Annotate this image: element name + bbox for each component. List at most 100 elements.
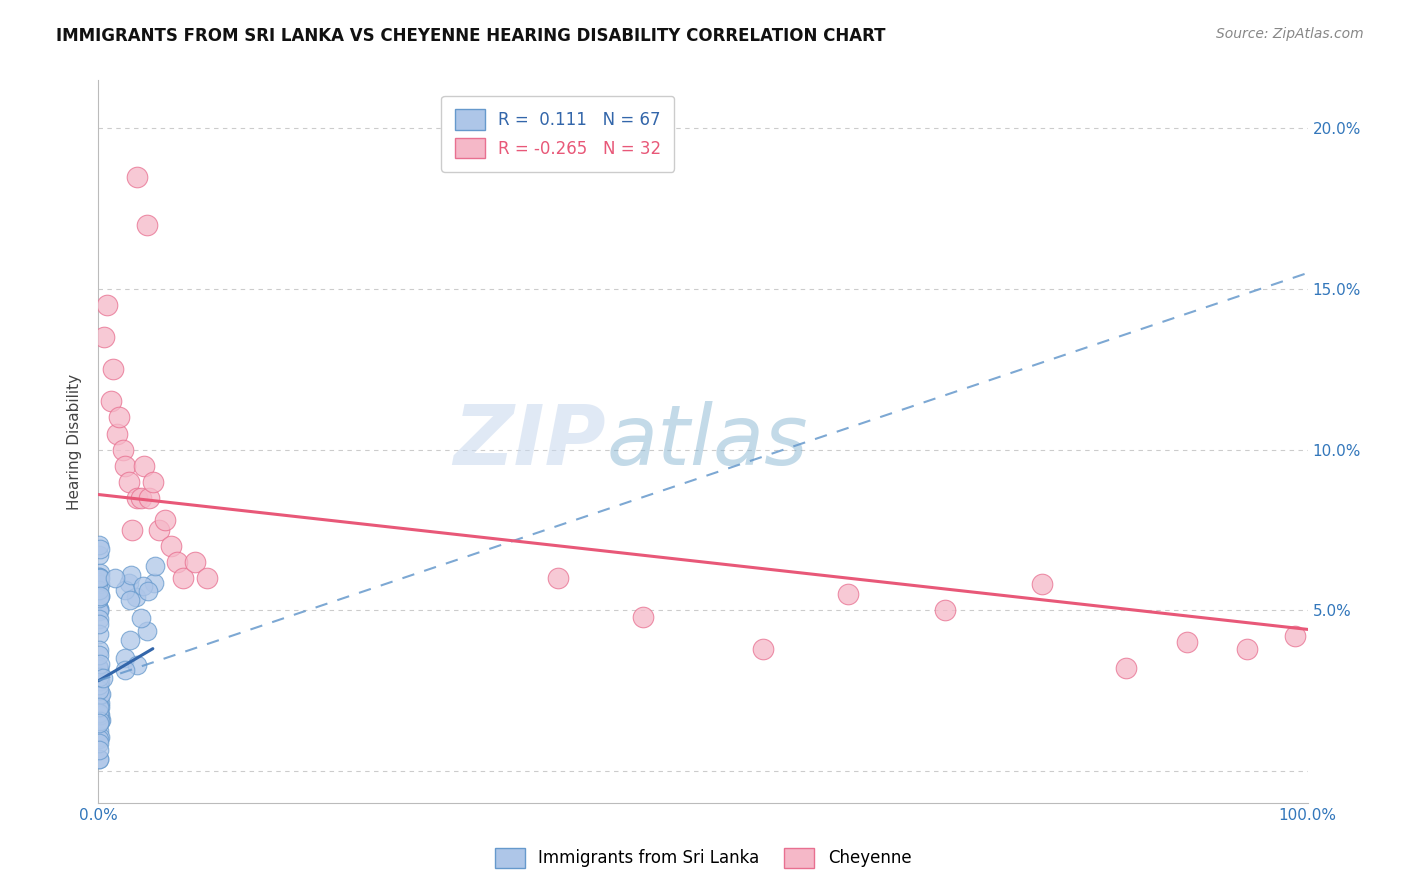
Point: [127, 169, 149, 184]
Point: [105, 426, 128, 441]
Point: [87, 549, 110, 563]
Point: [87, 706, 110, 720]
Point: [121, 523, 143, 537]
Point: [89, 612, 111, 626]
Point: [87, 677, 110, 691]
Point: [93, 330, 115, 344]
Point: [87, 602, 110, 616]
Point: [129, 491, 152, 505]
Point: [837, 587, 859, 601]
Y-axis label: Hearing Disability: Hearing Disability: [67, 374, 83, 509]
Point: [89, 714, 111, 728]
Point: [136, 584, 159, 599]
Point: [166, 555, 188, 569]
Point: [87, 569, 110, 583]
Point: [87, 670, 110, 684]
Point: [118, 475, 141, 489]
Point: [101, 362, 124, 376]
Point: [87, 659, 110, 673]
Point: [114, 582, 136, 597]
Point: [114, 651, 136, 665]
Point: [87, 575, 110, 590]
Point: [89, 582, 111, 597]
Point: [104, 571, 127, 585]
Point: [125, 590, 148, 604]
Point: [153, 513, 176, 527]
Point: [934, 603, 956, 617]
Point: [89, 682, 111, 697]
Legend: Immigrants from Sri Lanka, Cheyenne: Immigrants from Sri Lanka, Cheyenne: [488, 841, 918, 875]
Point: [120, 592, 142, 607]
Point: [120, 567, 142, 582]
Point: [1236, 641, 1258, 656]
Point: [87, 643, 110, 657]
Point: [87, 648, 110, 663]
Point: [89, 714, 111, 728]
Point: [138, 491, 160, 505]
Point: [89, 589, 111, 603]
Point: [87, 662, 110, 676]
Point: [89, 752, 111, 766]
Point: [134, 458, 156, 473]
Text: atlas: atlas: [606, 401, 808, 482]
Point: [89, 604, 111, 618]
Point: [1284, 629, 1306, 643]
Point: [143, 559, 166, 574]
Point: [89, 542, 111, 557]
Point: [89, 688, 111, 702]
Point: [117, 576, 139, 591]
Point: [142, 475, 165, 489]
Point: [1175, 635, 1198, 649]
Point: [100, 394, 122, 409]
Point: [195, 571, 218, 585]
Point: [160, 539, 183, 553]
Point: [89, 589, 111, 603]
Point: [87, 538, 110, 552]
Point: [87, 736, 110, 750]
Point: [87, 602, 110, 616]
Point: [89, 674, 111, 689]
Point: [87, 706, 110, 721]
Point: [87, 731, 110, 746]
Point: [108, 410, 131, 425]
Point: [87, 715, 110, 730]
Point: [89, 571, 111, 585]
Point: [114, 458, 136, 473]
Point: [87, 701, 110, 715]
Point: [148, 523, 170, 537]
Point: [129, 611, 152, 625]
Point: [89, 699, 111, 714]
Point: [127, 491, 149, 505]
Point: [132, 579, 155, 593]
Point: [87, 724, 110, 739]
Point: [89, 743, 111, 757]
Point: [172, 571, 194, 585]
Point: [631, 609, 654, 624]
Point: [135, 218, 157, 232]
Legend: R =  0.111   N = 67, R = -0.265   N = 32: R = 0.111 N = 67, R = -0.265 N = 32: [441, 95, 675, 171]
Point: [93, 672, 115, 686]
Point: [87, 570, 110, 584]
Text: ZIP: ZIP: [454, 401, 606, 482]
Point: [1031, 577, 1053, 591]
Point: [90, 687, 112, 701]
Point: [752, 641, 775, 656]
Point: [111, 442, 134, 457]
Text: IMMIGRANTS FROM SRI LANKA VS CHEYENNE HEARING DISABILITY CORRELATION CHART: IMMIGRANTS FROM SRI LANKA VS CHEYENNE HE…: [56, 27, 886, 45]
Point: [87, 662, 110, 676]
Point: [89, 657, 111, 672]
Point: [96, 298, 118, 312]
Point: [89, 730, 111, 744]
Point: [547, 571, 569, 585]
Point: [87, 699, 110, 714]
Point: [136, 624, 159, 638]
Point: [1115, 661, 1137, 675]
Point: [89, 571, 111, 585]
Point: [143, 575, 166, 590]
Point: [89, 696, 111, 710]
Point: [89, 617, 111, 632]
Point: [87, 627, 110, 641]
Point: [89, 566, 111, 581]
Text: Source: ZipAtlas.com: Source: ZipAtlas.com: [1216, 27, 1364, 41]
Point: [89, 707, 111, 722]
